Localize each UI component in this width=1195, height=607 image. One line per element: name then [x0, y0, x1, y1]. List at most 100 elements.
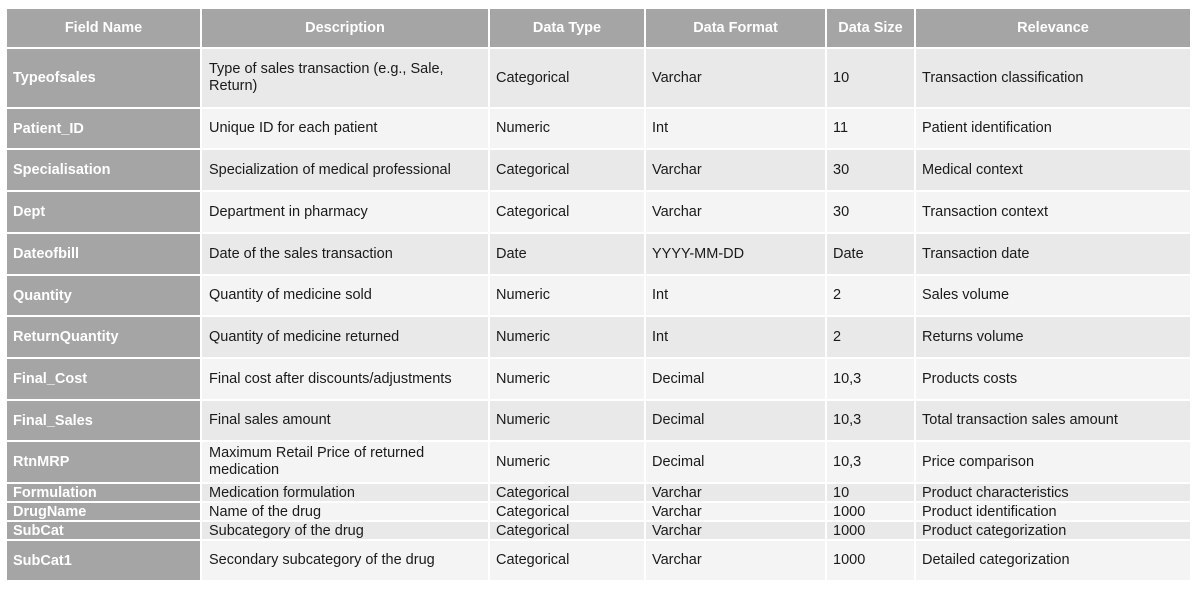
data-size-cell: 1000: [825, 501, 916, 522]
description-cell: Final cost after discounts/adjustments: [200, 357, 490, 401]
table-row: Formulation Medication formulation Categ…: [5, 482, 1192, 503]
data-size-cell: 30: [825, 148, 916, 192]
relevance-cell: Product identification: [914, 501, 1192, 522]
relevance-cell: Sales volume: [914, 274, 1192, 317]
header-field-name: Field Name: [5, 7, 202, 49]
data-type-cell: Date: [488, 232, 646, 276]
field-name-cell: Dateofbill: [5, 232, 202, 276]
table-row: Specialisation Specialization of medical…: [5, 148, 1192, 192]
data-size-cell: 10,3: [825, 399, 916, 442]
field-name-cell: ReturnQuantity: [5, 315, 202, 359]
data-size-cell: 10: [825, 482, 916, 503]
field-name-cell: Patient_ID: [5, 107, 202, 150]
relevance-cell: Detailed categorization: [914, 539, 1192, 582]
data-type-cell: Categorical: [488, 47, 646, 109]
data-format-cell: Int: [644, 107, 827, 150]
relevance-cell: Medical context: [914, 148, 1192, 192]
data-type-cell: Numeric: [488, 274, 646, 317]
table-row: SubCat Subcategory of the drug Categoric…: [5, 520, 1192, 541]
header-row: Field Name Description Data Type Data Fo…: [5, 7, 1192, 49]
table-row: DrugName Name of the drug Categorical Va…: [5, 501, 1192, 522]
description-cell: Quantity of medicine sold: [200, 274, 490, 317]
field-name-cell: Dept: [5, 190, 202, 234]
description-cell: Type of sales transaction (e.g., Sale, R…: [200, 47, 490, 109]
data-type-cell: Categorical: [488, 482, 646, 503]
data-size-cell: 1000: [825, 539, 916, 582]
table-row: Dept Department in pharmacy Categorical …: [5, 190, 1192, 234]
relevance-cell: Total transaction sales amount: [914, 399, 1192, 442]
data-format-cell: YYYY-MM-DD: [644, 232, 827, 276]
data-type-cell: Categorical: [488, 190, 646, 234]
description-cell: Subcategory of the drug: [200, 520, 490, 541]
data-type-cell: Numeric: [488, 440, 646, 484]
description-cell: Medication formulation: [200, 482, 490, 503]
data-size-cell: 2: [825, 315, 916, 359]
data-format-cell: Int: [644, 315, 827, 359]
table-row: Dateofbill Date of the sales transaction…: [5, 232, 1192, 276]
data-dictionary-table-container: Field Name Description Data Type Data Fo…: [5, 7, 1192, 582]
description-cell: Department in pharmacy: [200, 190, 490, 234]
data-size-cell: Date: [825, 232, 916, 276]
field-name-cell: Final_Cost: [5, 357, 202, 401]
header-description: Description: [200, 7, 490, 49]
field-name-cell: DrugName: [5, 501, 202, 522]
description-cell: Date of the sales transaction: [200, 232, 490, 276]
data-format-cell: Varchar: [644, 190, 827, 234]
table-row: Quantity Quantity of medicine sold Numer…: [5, 274, 1192, 317]
data-type-cell: Categorical: [488, 501, 646, 522]
data-size-cell: 10,3: [825, 357, 916, 401]
data-format-cell: Varchar: [644, 520, 827, 541]
description-cell: Secondary subcategory of the drug: [200, 539, 490, 582]
data-size-cell: 30: [825, 190, 916, 234]
data-size-cell: 10,3: [825, 440, 916, 484]
table-row: Typeofsales Type of sales transaction (e…: [5, 47, 1192, 109]
relevance-cell: Returns volume: [914, 315, 1192, 359]
data-type-cell: Numeric: [488, 107, 646, 150]
table-row: Final_Sales Final sales amount Numeric D…: [5, 399, 1192, 442]
data-type-cell: Categorical: [488, 520, 646, 541]
data-format-cell: Int: [644, 274, 827, 317]
data-size-cell: 1000: [825, 520, 916, 541]
relevance-cell: Patient identification: [914, 107, 1192, 150]
description-cell: Maximum Retail Price of returned medicat…: [200, 440, 490, 484]
field-name-cell: Specialisation: [5, 148, 202, 192]
data-type-cell: Categorical: [488, 539, 646, 582]
field-name-cell: Final_Sales: [5, 399, 202, 442]
relevance-cell: Transaction classification: [914, 47, 1192, 109]
data-format-cell: Varchar: [644, 148, 827, 192]
data-format-cell: Decimal: [644, 440, 827, 484]
table-row: ReturnQuantity Quantity of medicine retu…: [5, 315, 1192, 359]
description-cell: Name of the drug: [200, 501, 490, 522]
table-row: RtnMRP Maximum Retail Price of returned …: [5, 440, 1192, 484]
table-row: Patient_ID Unique ID for each patient Nu…: [5, 107, 1192, 150]
data-type-cell: Numeric: [488, 315, 646, 359]
field-name-cell: RtnMRP: [5, 440, 202, 484]
relevance-cell: Products costs: [914, 357, 1192, 401]
data-size-cell: 11: [825, 107, 916, 150]
relevance-cell: Product characteristics: [914, 482, 1192, 503]
relevance-cell: Transaction context: [914, 190, 1192, 234]
data-type-cell: Numeric: [488, 357, 646, 401]
data-format-cell: Decimal: [644, 399, 827, 442]
description-cell: Unique ID for each patient: [200, 107, 490, 150]
description-cell: Quantity of medicine returned: [200, 315, 490, 359]
data-format-cell: Varchar: [644, 47, 827, 109]
table-row: Final_Cost Final cost after discounts/ad…: [5, 357, 1192, 401]
field-name-cell: Formulation: [5, 482, 202, 503]
data-format-cell: Varchar: [644, 501, 827, 522]
field-name-cell: SubCat1: [5, 539, 202, 582]
field-name-cell: SubCat: [5, 520, 202, 541]
data-size-cell: 2: [825, 274, 916, 317]
data-format-cell: Varchar: [644, 539, 827, 582]
header-data-type: Data Type: [488, 7, 646, 49]
table-row: SubCat1 Secondary subcategory of the dru…: [5, 539, 1192, 582]
data-type-cell: Numeric: [488, 399, 646, 442]
field-name-cell: Quantity: [5, 274, 202, 317]
data-dictionary-table: Field Name Description Data Type Data Fo…: [5, 7, 1192, 582]
description-cell: Specialization of medical professional: [200, 148, 490, 192]
header-data-size: Data Size: [825, 7, 916, 49]
field-name-cell: Typeofsales: [5, 47, 202, 109]
header-data-format: Data Format: [644, 7, 827, 49]
relevance-cell: Product categorization: [914, 520, 1192, 541]
data-format-cell: Decimal: [644, 357, 827, 401]
